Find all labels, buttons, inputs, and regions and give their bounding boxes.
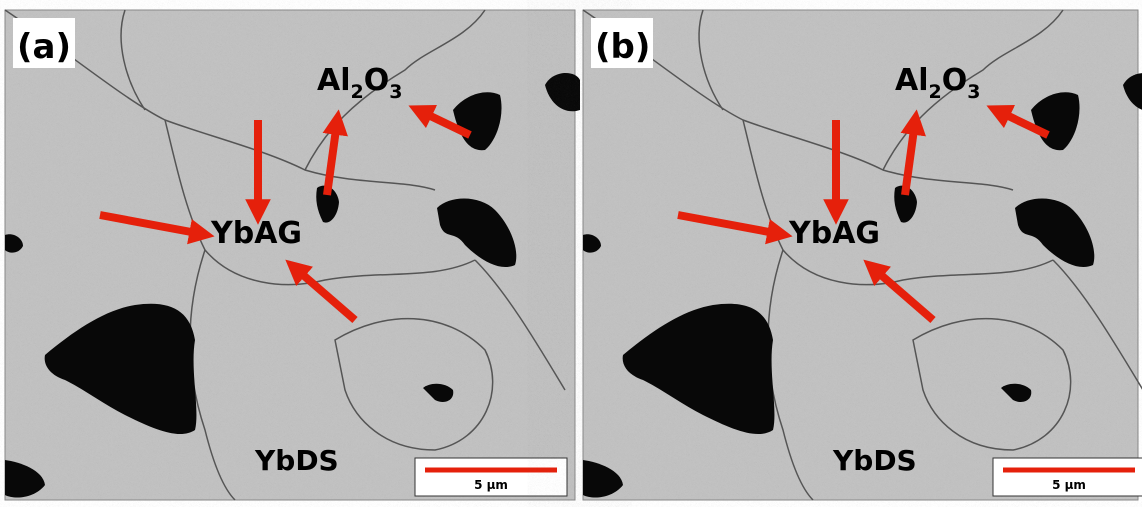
- formula-part: Al: [895, 63, 929, 98]
- subscript: 3: [967, 81, 980, 103]
- formula-part: O: [364, 63, 390, 98]
- micrograph-panel: (b) Al2O3 YbAG YbDS 5 µm: [583, 10, 1142, 500]
- figure: (a)Al2O3YbAGYbDS5 µm(b)Al2O3YbAGYbDS5 µm: [0, 0, 1142, 507]
- panel-label: (a): [17, 27, 71, 67]
- panel-label: (b): [595, 27, 650, 67]
- phase-label: YbAG: [788, 216, 880, 251]
- subscript: 2: [929, 81, 942, 103]
- subscript: 3: [389, 81, 402, 103]
- subscript: 2: [351, 81, 364, 103]
- micrograph-panel: (a) Al2O3 YbAG YbDS 5 µm: [5, 10, 580, 500]
- phase-label: YbDS: [832, 444, 917, 477]
- formula-part: Al: [317, 63, 351, 98]
- phase-label: YbAG: [210, 216, 302, 251]
- phase-label: YbDS: [254, 444, 339, 477]
- formula-part: O: [942, 63, 968, 98]
- scale-label: 5 µm: [474, 478, 508, 492]
- scale-label: 5 µm: [1052, 478, 1086, 492]
